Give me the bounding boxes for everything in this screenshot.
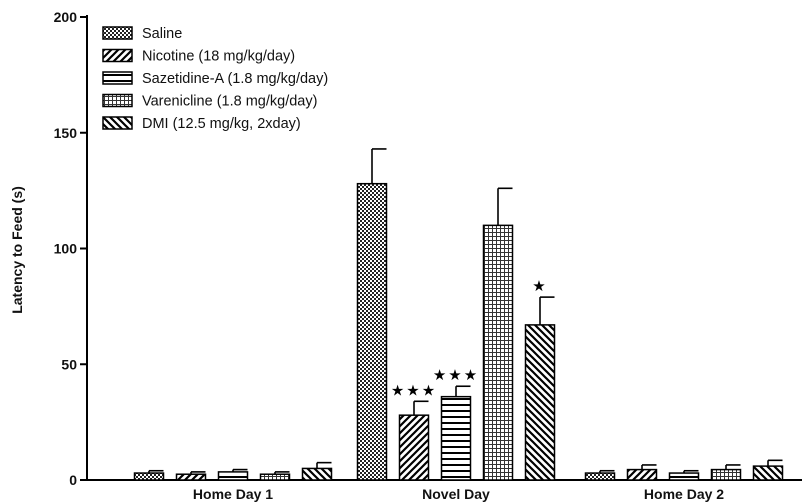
bars: ★★★★★★★ xyxy=(133,148,784,481)
bar xyxy=(133,472,165,481)
bar xyxy=(584,472,616,481)
x-tick-label: Home Day 1 xyxy=(193,486,273,502)
legend-swatch xyxy=(102,26,133,40)
bar xyxy=(524,324,556,481)
legend-label: Varenicline (1.8 mg/kg/day) xyxy=(142,94,317,110)
bar xyxy=(752,465,784,481)
legend-swatch xyxy=(102,93,133,108)
bar xyxy=(398,414,430,481)
bar xyxy=(668,472,700,481)
bar xyxy=(259,473,291,481)
legend-swatch xyxy=(102,116,133,130)
bar xyxy=(626,468,658,481)
bar xyxy=(482,224,514,481)
bar xyxy=(301,467,333,481)
x-tick-label: Novel Day xyxy=(422,486,490,502)
bar xyxy=(440,395,472,481)
legend-swatch xyxy=(102,71,133,85)
legend-swatch xyxy=(102,48,133,63)
bar xyxy=(175,473,207,481)
significance-marker: ★★★ xyxy=(433,366,479,384)
legend-label: Sazetidine-A (1.8 mg/kg/day) xyxy=(142,71,328,87)
legend-label: Saline xyxy=(142,26,182,42)
significance-marker: ★ xyxy=(532,277,547,295)
significance-marker: ★★★ xyxy=(391,381,437,399)
bar xyxy=(710,468,742,481)
x-tick-label: Home Day 2 xyxy=(644,486,724,502)
y-tick-label: 150 xyxy=(54,125,78,141)
y-tick-label: 0 xyxy=(69,472,77,488)
legend-label: DMI (12.5 mg/kg, 2xday) xyxy=(142,116,301,132)
bar xyxy=(217,471,249,481)
y-tick-label: 50 xyxy=(61,356,77,372)
bar xyxy=(356,182,388,481)
y-axis-title: Latency to Feed (s) xyxy=(9,186,25,314)
y-tick-label: 100 xyxy=(54,241,78,257)
legend: Saline Nicotine (18 mg/kg/day) Sazetidine-… xyxy=(102,26,328,132)
legend-label: Nicotine (18 mg/kg/day) xyxy=(142,49,295,65)
y-tick-label: 200 xyxy=(54,9,78,25)
